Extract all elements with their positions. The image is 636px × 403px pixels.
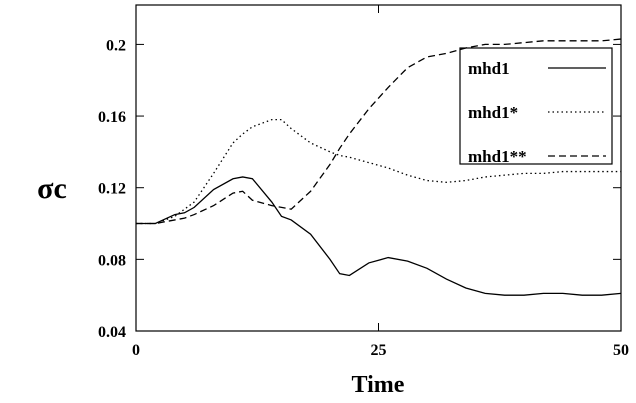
series-line [136, 118, 621, 225]
legend-label: mhd1** [468, 147, 527, 166]
y-axis-label: σc [37, 172, 67, 205]
y-tick-label: 0.04 [98, 324, 126, 341]
y-tick-label: 0.16 [98, 109, 126, 126]
x-tick-label: 0 [132, 342, 140, 359]
x-tick-label: 50 [613, 342, 629, 359]
series-line [136, 38, 622, 225]
x-tick-label: 25 [371, 342, 387, 359]
legend-label: mhd1* [468, 103, 518, 122]
y-tick-label: 0.2 [106, 37, 126, 54]
x-axis-label: Time [352, 372, 405, 398]
y-tick-label: 0.08 [98, 252, 126, 269]
legend-box [459, 47, 613, 165]
legend-label: mhd1 [468, 59, 510, 78]
y-tick-label: 0.12 [98, 181, 126, 198]
series-line [136, 176, 622, 296]
